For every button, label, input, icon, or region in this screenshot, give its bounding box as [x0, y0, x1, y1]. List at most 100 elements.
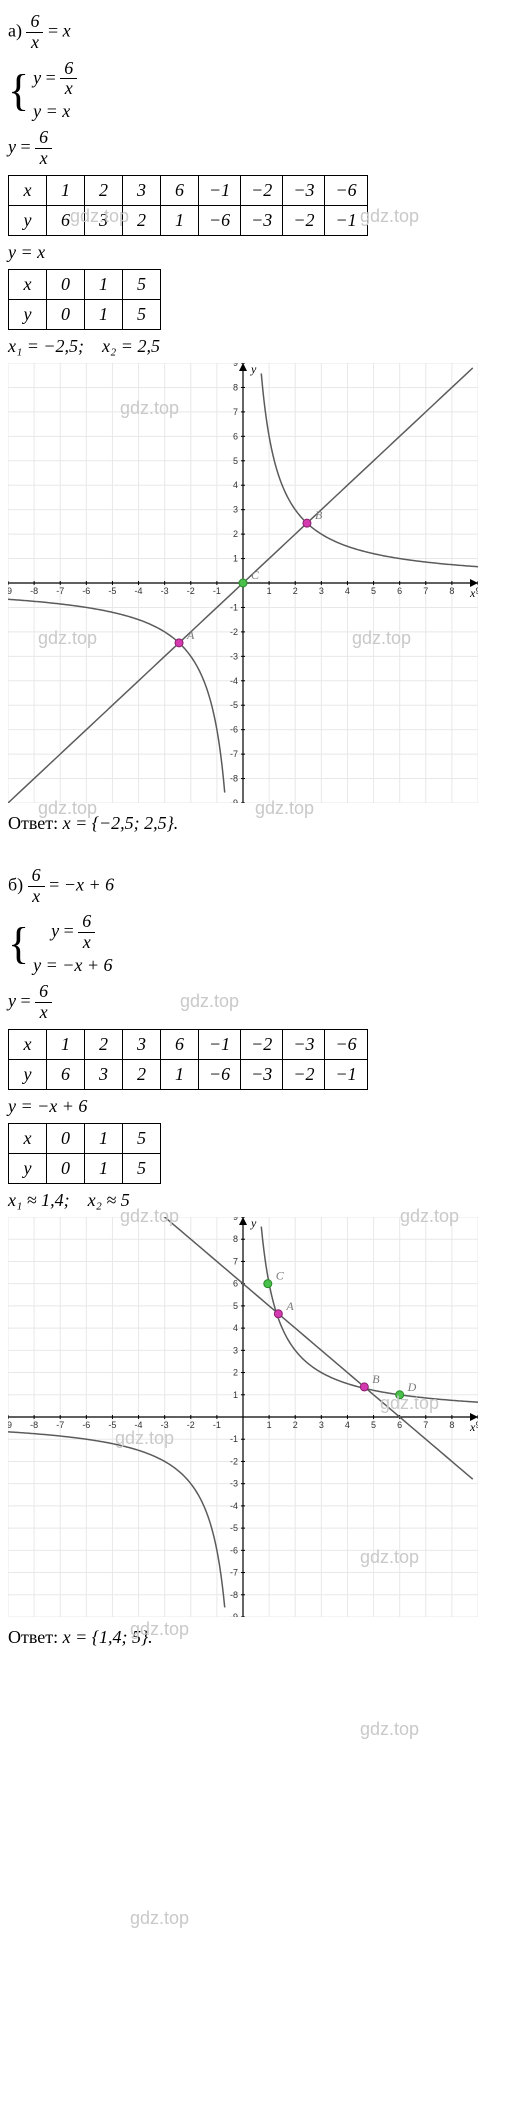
- svg-text:-4: -4: [230, 676, 238, 686]
- svg-text:-5: -5: [108, 586, 116, 596]
- table-cell: 1: [85, 269, 123, 299]
- svg-text:-2: -2: [187, 586, 195, 596]
- svg-text:-5: -5: [108, 1420, 116, 1430]
- partA-func2: y = x: [8, 242, 516, 263]
- svg-text:-4: -4: [135, 586, 143, 596]
- table-cell: 1: [47, 175, 85, 205]
- table-cell: 1: [85, 1153, 123, 1183]
- table-cell: 6: [47, 1059, 85, 1089]
- svg-text:-1: -1: [213, 586, 221, 596]
- watermark: gdz.top: [360, 206, 419, 227]
- f1-den: x: [36, 149, 52, 169]
- svg-text:7: 7: [423, 586, 428, 596]
- table-cell: x: [9, 1123, 47, 1153]
- partA-rhs: x: [63, 20, 71, 40]
- svg-text:2: 2: [233, 1367, 238, 1377]
- svg-text:2: 2: [233, 529, 238, 539]
- svg-text:6: 6: [233, 1278, 238, 1288]
- svg-text:4: 4: [233, 480, 238, 490]
- table-cell: −2: [283, 205, 325, 235]
- svg-text:-7: -7: [56, 1420, 64, 1430]
- svg-text:x: x: [469, 586, 476, 600]
- rootA2: x₂ = 2,5: [102, 336, 160, 356]
- partA-func1: y = 6 x: [8, 128, 516, 169]
- svg-text:-1: -1: [230, 602, 238, 612]
- partA-den: x: [27, 33, 43, 53]
- table-cell: y: [9, 1153, 47, 1183]
- svg-text:-1: -1: [213, 1420, 221, 1430]
- svg-text:-8: -8: [230, 1589, 238, 1599]
- table-cell: 6: [47, 205, 85, 235]
- table-cell: 0: [47, 1153, 85, 1183]
- table-cell: −2: [241, 175, 283, 205]
- svg-text:-3: -3: [230, 651, 238, 661]
- svg-text:8: 8: [233, 1234, 238, 1244]
- svg-text:A: A: [285, 1298, 294, 1312]
- rootB2: x₂ ≈ 5: [88, 1190, 130, 1210]
- svg-text:1: 1: [233, 1389, 238, 1399]
- svg-text:3: 3: [233, 504, 238, 514]
- svg-text:B: B: [315, 508, 323, 522]
- rootA1: x₁ = −2,5;: [8, 336, 84, 356]
- table-cell: 1: [47, 1029, 85, 1059]
- table-cell: x: [9, 269, 47, 299]
- table-cell: −2: [283, 1059, 325, 1089]
- svg-text:2: 2: [293, 586, 298, 596]
- svg-text:5: 5: [233, 1300, 238, 1310]
- brace-icon: {: [8, 71, 29, 111]
- table-cell: 3: [123, 175, 161, 205]
- svg-text:x: x: [469, 1420, 476, 1434]
- bsys1-num: 6: [78, 912, 95, 933]
- table-cell: −6: [199, 205, 241, 235]
- svg-text:y: y: [250, 1217, 257, 1230]
- svg-text:9: 9: [475, 1420, 478, 1430]
- svg-text:-7: -7: [56, 586, 64, 596]
- table-cell: 3: [85, 1059, 123, 1089]
- sys1-lhs: y: [33, 67, 41, 87]
- bsys1-den: x: [79, 933, 95, 953]
- svg-text:4: 4: [233, 1323, 238, 1333]
- partB-roots: x₁ ≈ 1,4; x₂ ≈ 5: [8, 1190, 516, 1211]
- table-cell: x: [9, 175, 47, 205]
- svg-text:3: 3: [319, 1420, 324, 1430]
- partA-table1: x1236−1−2−3−6y6321−6−3−2−1: [8, 175, 368, 236]
- table-cell: −1: [325, 205, 367, 235]
- table-cell: −6: [325, 1029, 367, 1059]
- partB-func2: y = −x + 6: [8, 1096, 516, 1117]
- svg-text:5: 5: [233, 456, 238, 466]
- table-cell: 3: [85, 205, 123, 235]
- svg-text:6: 6: [397, 586, 402, 596]
- table-cell: 1: [161, 1059, 199, 1089]
- table-cell: −6: [325, 175, 367, 205]
- svg-text:4: 4: [345, 1420, 350, 1430]
- partA-chart: -9-8-7-6-5-4-3-2-1123456789-9-8-7-6-5-4-…: [8, 363, 516, 803]
- partB-func1: y = 6 x: [8, 982, 516, 1023]
- table-cell: −3: [241, 205, 283, 235]
- partA-main-eq: а) 6 x = x: [8, 12, 516, 53]
- bnum: 6: [28, 866, 45, 887]
- table-cell: 3: [123, 1029, 161, 1059]
- table-cell: 2: [85, 175, 123, 205]
- bden: x: [28, 887, 44, 907]
- svg-text:6: 6: [233, 431, 238, 441]
- svg-text:-3: -3: [161, 1420, 169, 1430]
- svg-text:3: 3: [319, 586, 324, 596]
- svg-text:C: C: [251, 568, 260, 582]
- table-cell: 0: [47, 299, 85, 329]
- table-cell: 2: [123, 205, 161, 235]
- partA-roots: x₁ = −2,5; x₂ = 2,5: [8, 336, 516, 357]
- f1-lhs: y: [8, 137, 16, 157]
- table-cell: −3: [283, 175, 325, 205]
- svg-text:-9: -9: [8, 586, 12, 596]
- svg-text:-8: -8: [230, 773, 238, 783]
- table-cell: −2: [241, 1029, 283, 1059]
- svg-text:4: 4: [345, 586, 350, 596]
- table-cell: 5: [123, 299, 161, 329]
- bf1-lhs: y: [8, 990, 16, 1010]
- svg-text:D: D: [407, 1379, 417, 1393]
- svg-text:-7: -7: [230, 749, 238, 759]
- table-cell: −3: [241, 1059, 283, 1089]
- f1-num: 6: [35, 128, 52, 149]
- svg-text:-5: -5: [230, 700, 238, 710]
- table-cell: x: [9, 1029, 47, 1059]
